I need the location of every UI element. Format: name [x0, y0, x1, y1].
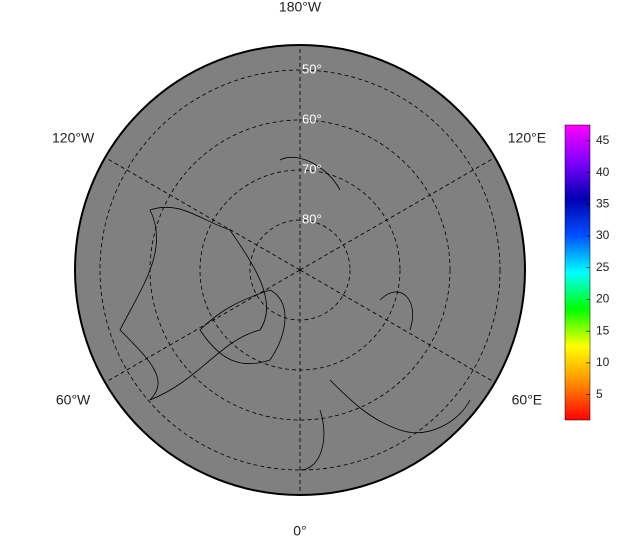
- colorbar-tick-label: 45: [596, 133, 610, 147]
- meridian: [299, 157, 496, 271]
- colorbar-tick-label: 10: [596, 355, 610, 369]
- colorbar-tick-label: 30: [596, 228, 610, 242]
- colorbar: [564, 124, 591, 421]
- colorbar-tick-label: 35: [596, 196, 610, 210]
- latitude-circle: [99, 69, 501, 471]
- meridian: [299, 269, 496, 383]
- latitude-label: 50°: [302, 61, 322, 76]
- longitude-label: 180°W: [279, 0, 322, 15]
- colorbar-tick-label: 20: [596, 292, 610, 306]
- longitude-label: 60°E: [512, 392, 543, 408]
- longitude-label: 60°W: [56, 392, 91, 408]
- colorbar-tick-label: 40: [596, 165, 610, 179]
- longitude-label: 120°E: [508, 130, 546, 146]
- colorbar-tick-label: 25: [596, 260, 610, 274]
- meridian: [104, 157, 301, 271]
- colorbar-tick-label: 15: [596, 323, 610, 337]
- meridian: [104, 269, 301, 383]
- colorbar-tick-label: 5: [596, 387, 603, 401]
- longitude-label: 0°: [293, 523, 306, 539]
- graticule: [99, 45, 501, 495]
- longitude-label: 120°W: [52, 130, 95, 146]
- latitude-label: 80°: [302, 211, 322, 226]
- latitude-label: 70°: [302, 161, 322, 176]
- latitude-circle: [149, 119, 451, 421]
- latitude-label: 60°: [302, 111, 322, 126]
